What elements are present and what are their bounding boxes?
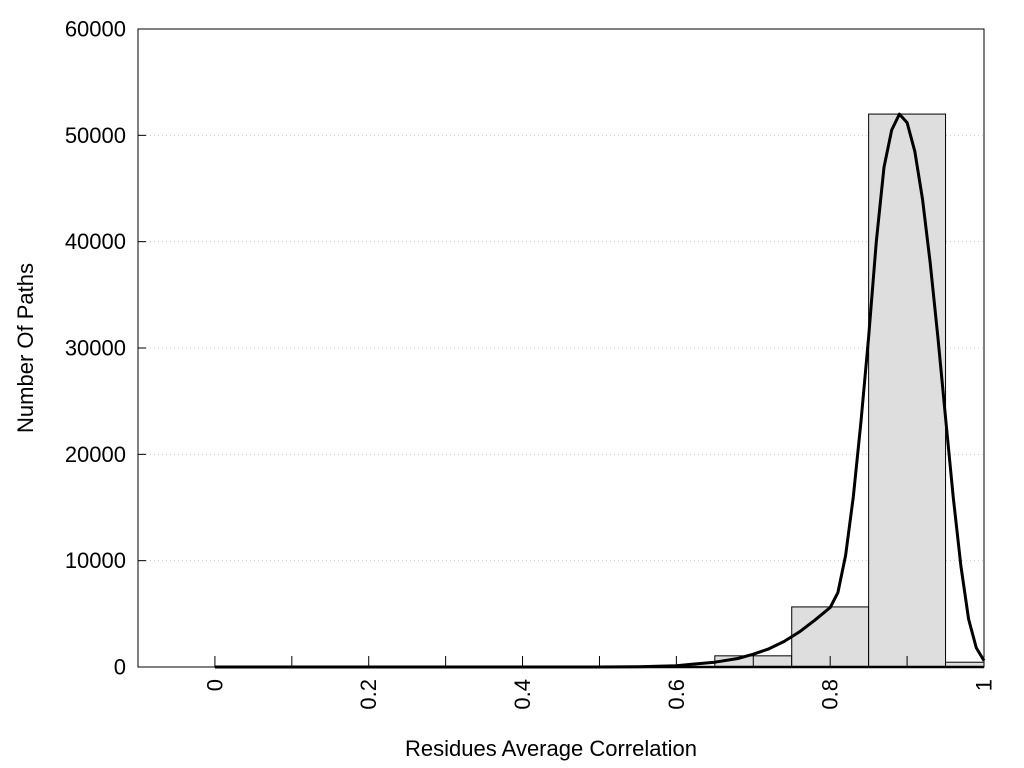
x-tick-label: 0.4	[510, 679, 535, 710]
y-tick-label: 30000	[65, 336, 126, 361]
x-tick-label: 0.8	[818, 679, 843, 710]
x-tick-label: 1	[972, 679, 997, 691]
y-tick-label: 50000	[65, 123, 126, 148]
x-axis-label: Residues Average Correlation	[405, 736, 697, 761]
x-tick-label: 0	[202, 679, 227, 691]
y-axis-ticks: 0 10000 20000 30000 40000 50000 60000	[65, 17, 146, 680]
y-tick-label: 20000	[65, 442, 126, 467]
x-tick-label: 0.6	[664, 679, 689, 710]
y-tick-label: 0	[114, 655, 126, 680]
x-tick-label: 0.2	[356, 679, 381, 710]
fit-curve	[214, 112, 986, 669]
x-axis-ticks: 0 0.2 0.4 0.6 0.8 1	[202, 656, 997, 710]
y-tick-label: 60000	[65, 17, 126, 42]
y-axis-label: Number Of Paths	[13, 263, 38, 433]
y-tick-label: 10000	[65, 548, 126, 573]
y-tick-label: 40000	[65, 229, 126, 254]
histogram-bars	[214, 113, 985, 669]
plot-frame	[137, 28, 985, 668]
grid-lines	[138, 134, 984, 562]
fit-curve-group	[214, 112, 986, 669]
